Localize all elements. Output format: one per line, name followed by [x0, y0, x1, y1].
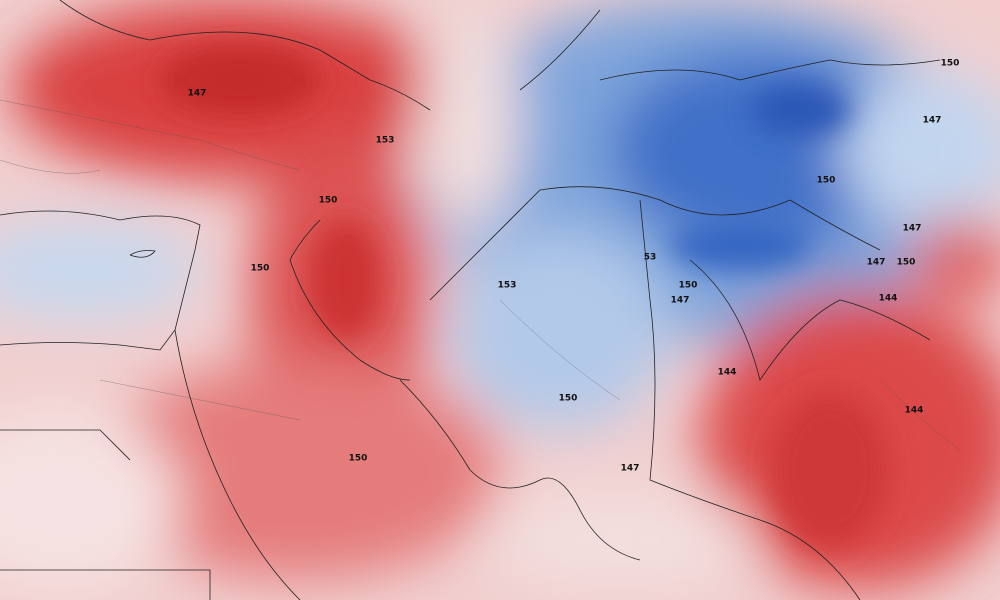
contour-label: 150: [679, 281, 698, 291]
contour-label: 144: [905, 406, 924, 416]
contour-label: 150: [319, 196, 338, 206]
contour-label: 150: [817, 176, 836, 186]
contour-label: 150: [897, 258, 916, 268]
contour-label: 150: [559, 394, 578, 404]
contour-label: 150: [349, 454, 368, 464]
contour-label: 153: [498, 281, 517, 291]
contour-label: 147: [671, 296, 690, 306]
contour-label: 144: [879, 294, 898, 304]
contour-label: 147: [923, 116, 942, 126]
contour-label: 150: [941, 59, 960, 69]
contour-label: 147: [867, 258, 886, 268]
contour-label: 53: [644, 253, 657, 263]
contour-label: 147: [621, 464, 640, 474]
borders: [0, 0, 961, 600]
contour-label: 153: [376, 136, 395, 146]
contour-labels: 147 153 150 150 153 53 150 147 150 150 147 147 147 15…: [188, 59, 960, 474]
contour-label: 147: [903, 224, 922, 234]
contour-label: 147: [188, 89, 207, 99]
contour-label: 150: [251, 264, 270, 274]
contour-label: 144: [718, 368, 737, 378]
